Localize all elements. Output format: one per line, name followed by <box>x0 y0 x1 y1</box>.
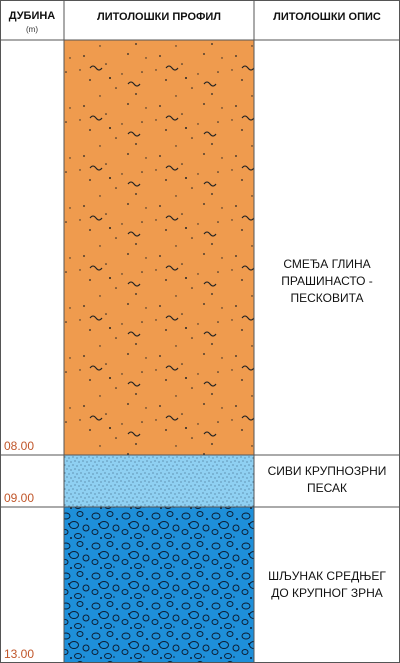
description-line: СМЕЂА ГЛИНА <box>283 257 370 271</box>
depth-label: 08.00 <box>4 439 34 453</box>
description-line: СИВИ КРУПНОЗРНИ <box>268 464 387 478</box>
sand-layer <box>64 455 254 507</box>
depth-unit: (m) <box>26 25 38 34</box>
depth-label: 13.00 <box>4 647 34 661</box>
profile-header: ЛИТОЛОШКИ ПРОФИЛ <box>97 11 221 23</box>
gravel-layer <box>64 507 254 663</box>
description-header: ЛИТОЛОШКИ ОПИС <box>273 11 381 23</box>
description-line: ПЕСКОВИТА <box>290 291 363 305</box>
depth-label: 09.00 <box>4 491 34 505</box>
description-line: ПРАШИНАСТО - <box>281 274 373 288</box>
depth-header: ДУБИНА <box>9 10 56 22</box>
clay-layer <box>64 40 254 455</box>
description-line: ПЕСАК <box>307 481 347 495</box>
description-line: ДО КРУПНОГ ЗРНА <box>271 586 383 600</box>
description-line: ШЉУНАК СРЕДЊЕГ <box>268 569 386 583</box>
